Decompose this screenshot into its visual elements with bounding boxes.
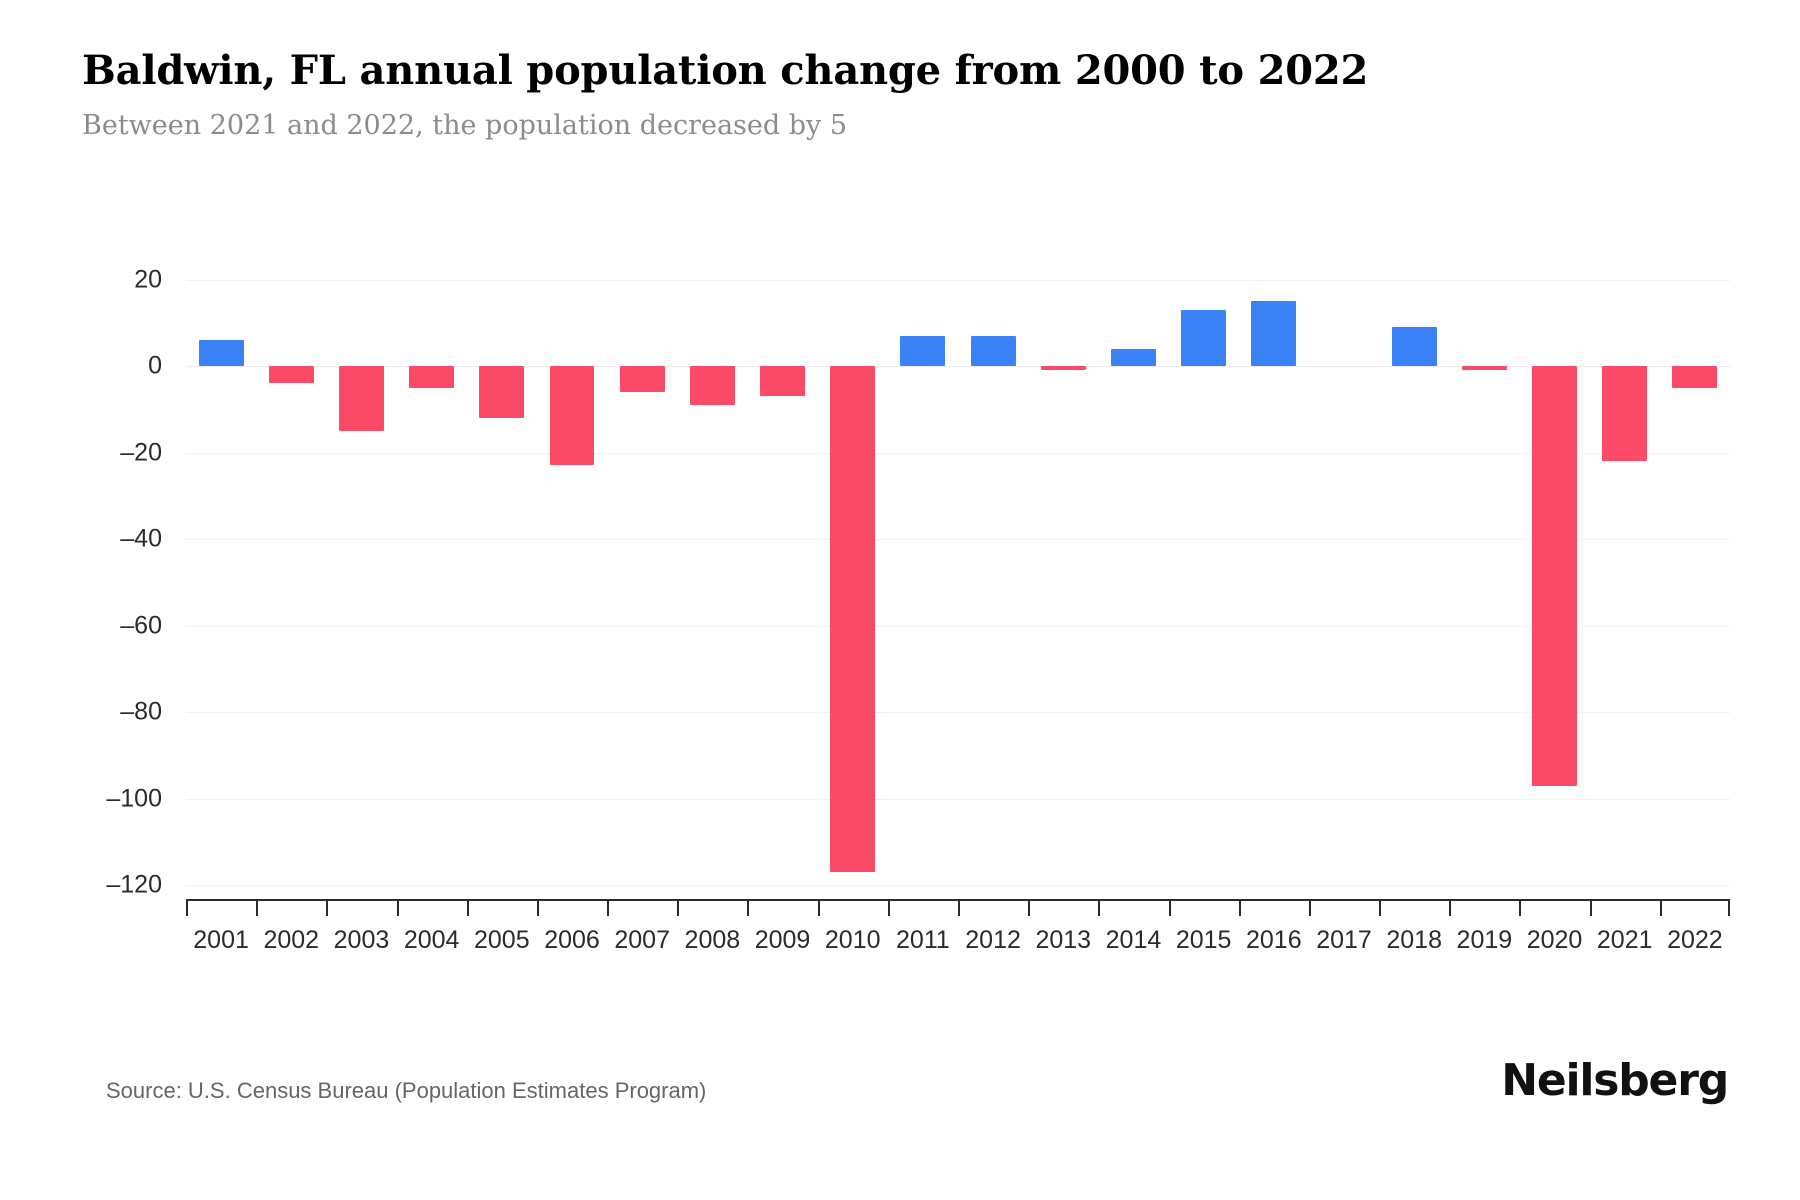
x-axis-tick (466, 901, 469, 916)
x-axis-tick-label: 2016 (1246, 926, 1302, 954)
x-axis-tick-label: 2001 (193, 926, 249, 954)
bar-2007[interactable] (619, 366, 665, 392)
x-axis-tick (677, 901, 680, 916)
bar-2012[interactable] (970, 335, 1016, 366)
bar-2019[interactable] (1461, 366, 1507, 371)
bar-2018[interactable] (1391, 327, 1437, 366)
x-axis-tick (536, 901, 539, 916)
x-axis-tick-label: 2022 (1667, 926, 1723, 954)
gridline (186, 625, 1730, 627)
gridline (186, 279, 1730, 281)
x-axis-tick (1449, 901, 1452, 916)
bar-2014[interactable] (1110, 348, 1156, 366)
bar-2011[interactable] (900, 335, 946, 366)
x-axis-tick-label: 2015 (1175, 926, 1232, 954)
bar-2009[interactable] (760, 366, 805, 397)
x-axis-tick-label: 2018 (1386, 926, 1442, 954)
x-axis-tick (326, 901, 329, 916)
x-axis-ticks (186, 901, 1730, 917)
bar-series (186, 240, 1730, 940)
y-axis-tick-label: –100 (106, 784, 162, 812)
x-axis-tick (887, 901, 890, 916)
x-axis-line (186, 899, 1730, 901)
x-axis-tick-label: 2021 (1596, 926, 1653, 954)
y-axis-labels: 20 0 –20 –40 –60 –80 –100 –120 (0, 240, 162, 940)
bar-2005[interactable] (479, 366, 525, 418)
x-axis-tick (186, 901, 188, 916)
x-axis-tick-label: 2011 (896, 926, 950, 954)
bar-2015[interactable] (1181, 309, 1227, 366)
bar-2010[interactable] (830, 366, 876, 873)
x-axis-tick-label: 2004 (403, 926, 460, 954)
gridline (186, 712, 1730, 713)
zero-baseline (186, 366, 1730, 367)
bar-2003[interactable] (338, 366, 384, 431)
x-axis-tick-label: 2009 (754, 926, 811, 954)
bar-2016[interactable] (1251, 301, 1297, 366)
x-axis-labels: 2001 2002 2003 2004 2005 2006 2007 2008 2009 2010… (186, 926, 1730, 966)
x-axis-tick (958, 901, 960, 916)
x-axis-tick (1728, 901, 1730, 916)
x-axis-tick-label: 2003 (333, 926, 390, 954)
y-axis-tick-label: –20 (120, 438, 162, 466)
bar-2002[interactable] (268, 366, 314, 384)
x-axis-tick-label: 2005 (474, 926, 530, 954)
gridline (186, 798, 1730, 800)
x-axis-tick (607, 901, 610, 916)
chart-subtitle: Between 2021 and 2022, the population de… (82, 110, 848, 141)
x-axis-tick-label: 2013 (1035, 926, 1092, 954)
x-axis-tick (1098, 901, 1101, 916)
x-axis-tick-label: 2002 (263, 926, 320, 954)
x-axis-tick (1238, 901, 1241, 916)
x-axis-tick (396, 901, 399, 916)
x-axis-tick (1589, 901, 1592, 916)
bar-2004[interactable] (409, 366, 455, 388)
bar-2013[interactable] (1040, 366, 1086, 371)
y-axis-tick-label: 0 (148, 351, 162, 380)
source-note: Source: U.S. Census Bureau (Population E… (106, 1078, 707, 1103)
x-axis-tick-label: 2006 (544, 926, 600, 954)
x-axis-tick (817, 901, 820, 916)
brand-logo: Neilsberg (1501, 1055, 1729, 1106)
x-axis-tick-label: 2020 (1526, 926, 1583, 954)
y-axis-tick-label: 20 (134, 265, 162, 293)
x-axis-tick (747, 901, 750, 916)
chart-header: Baldwin, FL annual population change fro… (82, 48, 1722, 142)
x-axis-tick-label: 2019 (1456, 926, 1513, 954)
bar-2020[interactable] (1532, 366, 1577, 786)
chart-plot-area: 20 0 –20 –40 –60 –80 –100 –120 2001 2002 2003 2004… (0, 240, 1800, 954)
x-axis-tick (256, 901, 259, 916)
x-axis-tick-label: 2014 (1105, 926, 1162, 954)
y-axis-tick-label: –40 (120, 524, 162, 553)
gridline (186, 539, 1730, 540)
x-axis-tick-label: 2010 (824, 926, 881, 954)
gridline (186, 885, 1730, 886)
bar-2008[interactable] (689, 366, 735, 405)
page-title: Baldwin, FL annual population change fro… (82, 47, 1369, 94)
bar-2001[interactable] (198, 340, 244, 366)
x-axis-tick-label: 2017 (1316, 926, 1372, 954)
x-axis-tick (1519, 901, 1522, 916)
x-axis-tick-label: 2007 (614, 926, 670, 954)
y-axis-tick-label: –120 (106, 870, 162, 899)
x-axis-tick-label: 2012 (965, 926, 1021, 954)
x-axis-tick (1659, 901, 1662, 916)
x-axis-tick (1379, 901, 1382, 916)
x-axis-tick (1308, 901, 1311, 916)
y-axis-tick-label: –80 (120, 697, 162, 726)
x-axis-tick-label: 2008 (684, 926, 741, 954)
x-axis-tick (1168, 901, 1171, 916)
bar-2021[interactable] (1602, 366, 1648, 462)
y-axis-tick-label: –60 (120, 611, 162, 639)
gridline (186, 452, 1730, 454)
x-axis-tick (1028, 901, 1031, 916)
bar-2022[interactable] (1672, 366, 1718, 388)
bar-2006[interactable] (549, 366, 595, 466)
